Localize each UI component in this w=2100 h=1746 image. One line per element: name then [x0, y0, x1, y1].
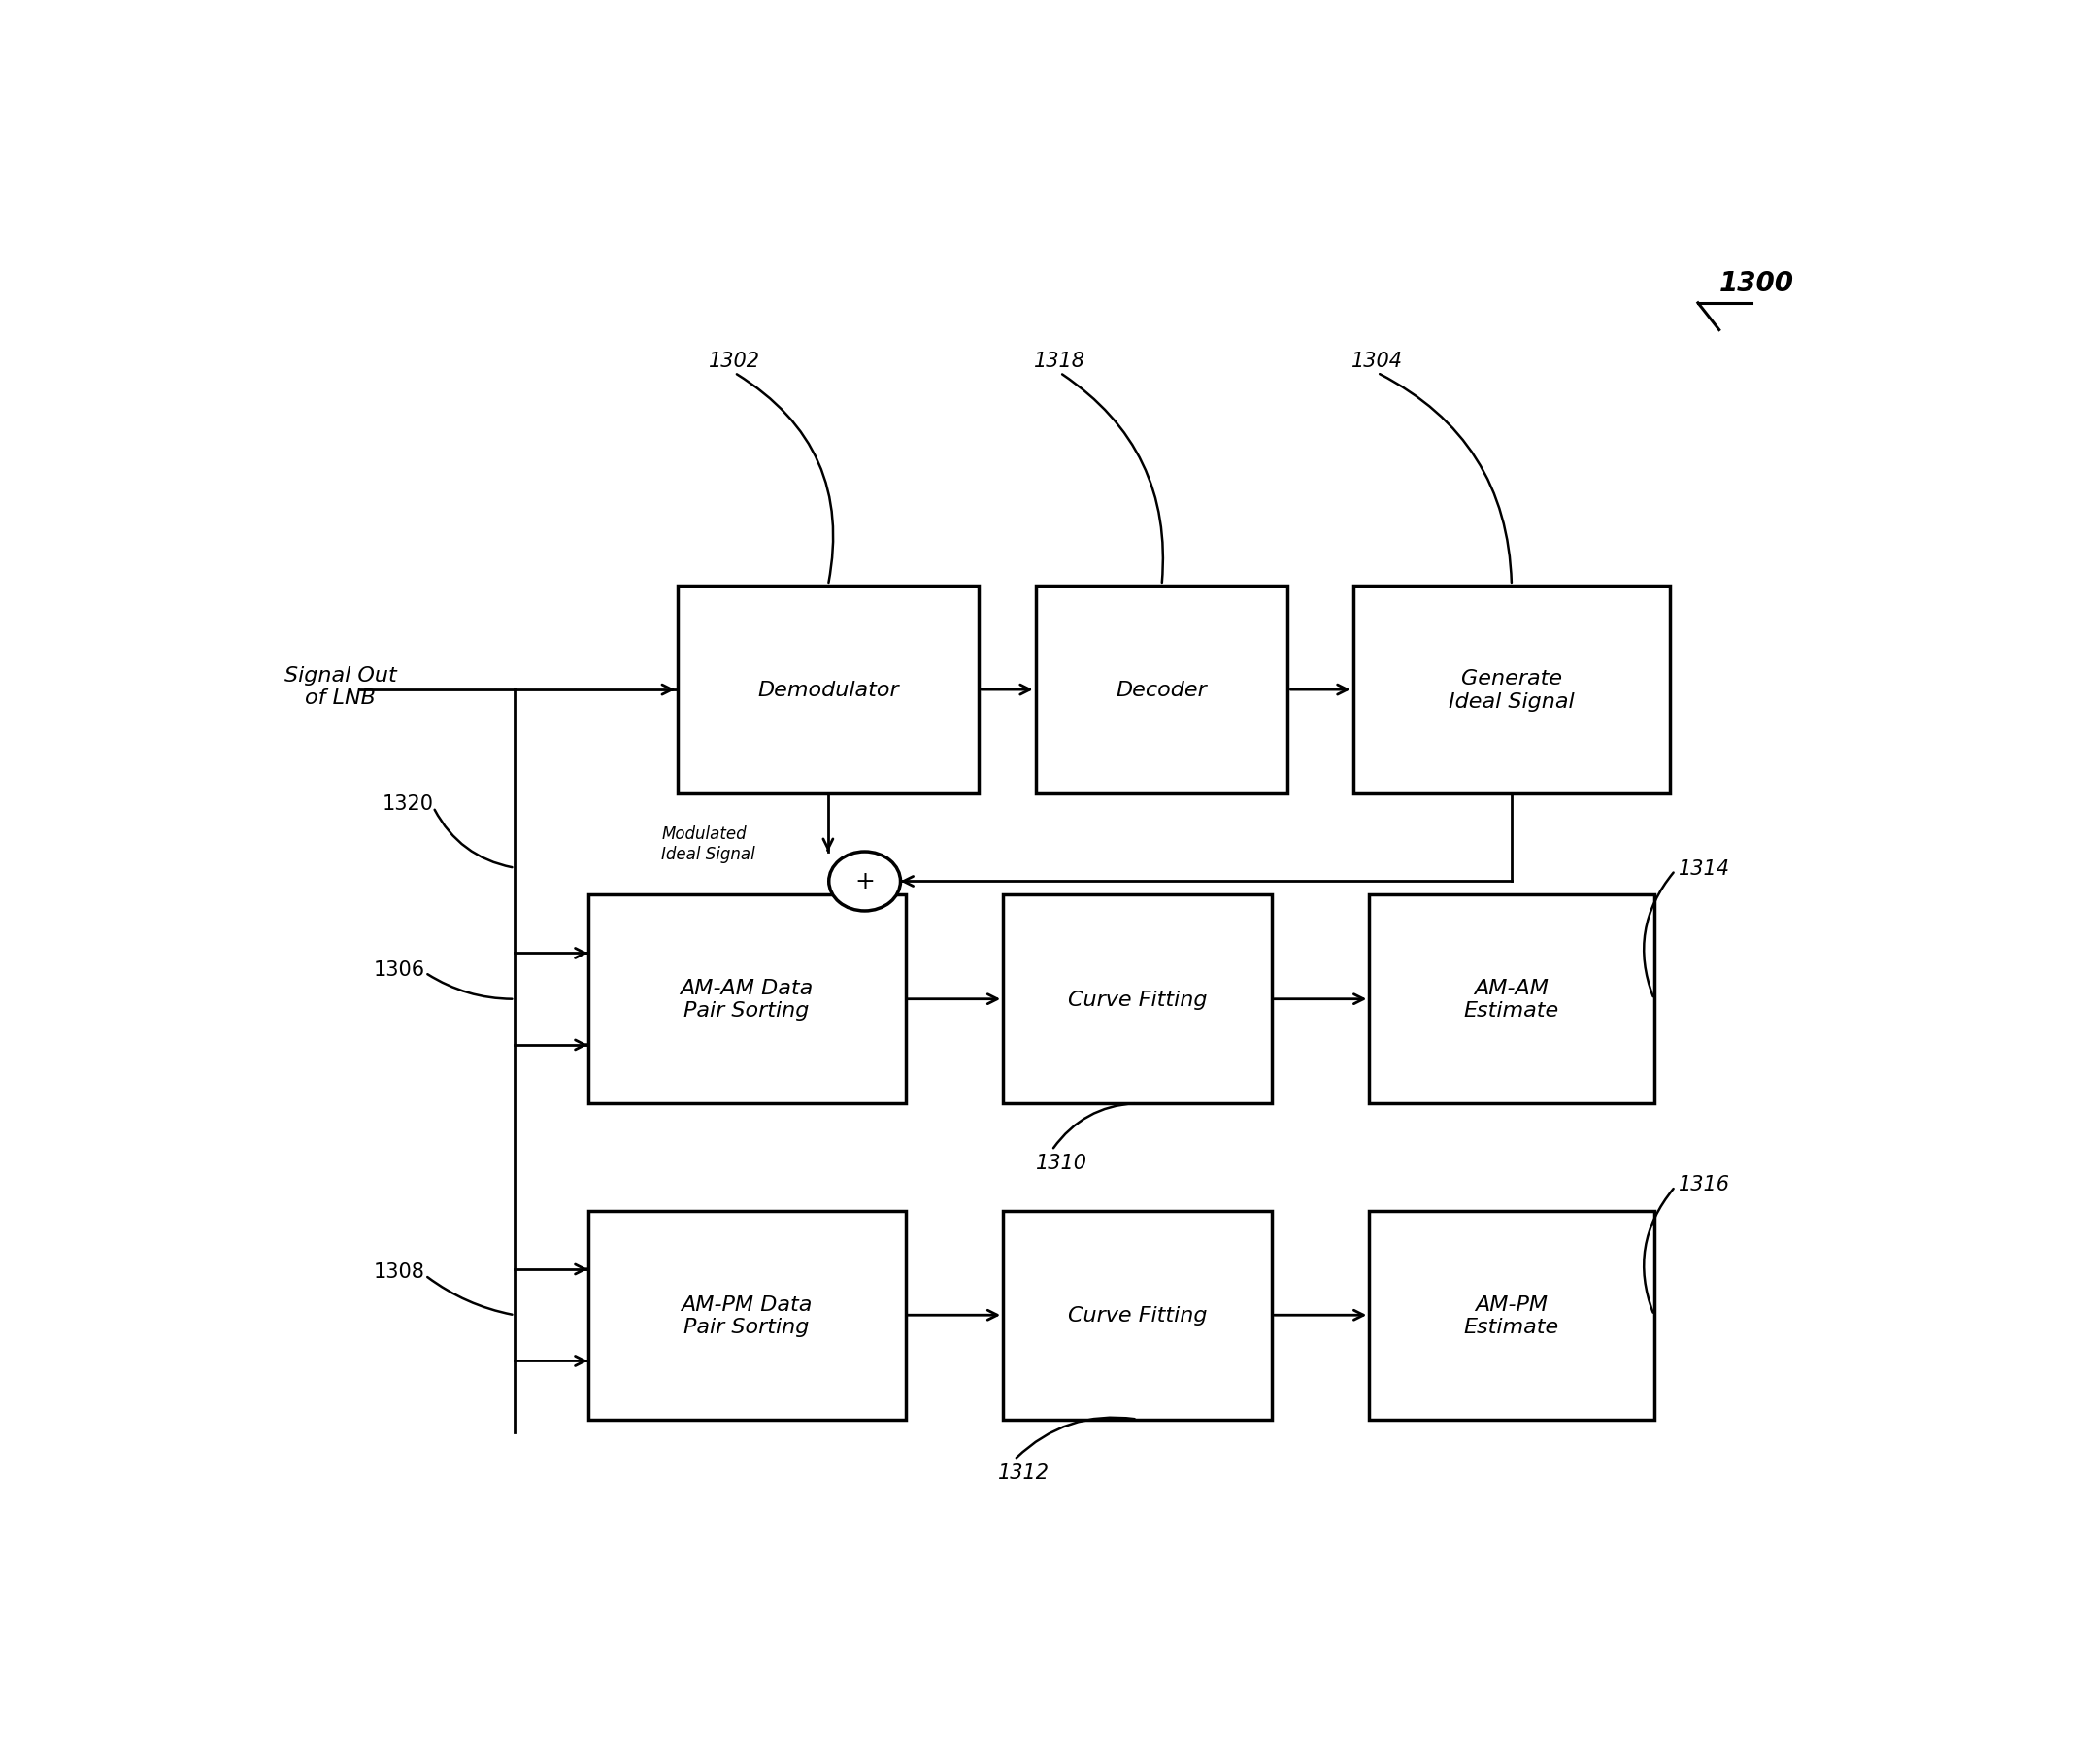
FancyArrowPatch shape — [737, 375, 834, 583]
FancyArrowPatch shape — [1016, 1418, 1134, 1458]
Text: 1300: 1300 — [1720, 271, 1793, 297]
FancyBboxPatch shape — [588, 896, 905, 1103]
Text: Curve Fitting: Curve Fitting — [1067, 990, 1208, 1009]
FancyArrowPatch shape — [435, 810, 512, 868]
Text: AM-AM Data
Pair Sorting: AM-AM Data Pair Sorting — [680, 978, 813, 1020]
Text: AM-AM
Estimate: AM-AM Estimate — [1464, 978, 1560, 1020]
FancyArrowPatch shape — [428, 974, 512, 999]
FancyBboxPatch shape — [678, 587, 979, 794]
FancyBboxPatch shape — [588, 1212, 905, 1419]
FancyArrowPatch shape — [1644, 1189, 1674, 1313]
Text: 1310: 1310 — [1035, 1154, 1088, 1173]
Text: AM-PM
Estimate: AM-PM Estimate — [1464, 1294, 1560, 1336]
Text: Generate
Ideal Signal: Generate Ideal Signal — [1449, 669, 1575, 711]
Text: Decoder: Decoder — [1117, 681, 1208, 700]
Text: 1314: 1314 — [1678, 859, 1730, 878]
FancyArrowPatch shape — [1054, 1103, 1134, 1149]
Circle shape — [830, 852, 901, 911]
FancyArrowPatch shape — [1380, 375, 1512, 583]
Text: 1306: 1306 — [374, 959, 424, 980]
FancyArrowPatch shape — [428, 1278, 512, 1315]
FancyBboxPatch shape — [1035, 587, 1287, 794]
FancyBboxPatch shape — [1369, 1212, 1655, 1419]
Text: 1318: 1318 — [1033, 351, 1086, 370]
FancyBboxPatch shape — [1369, 896, 1655, 1103]
Text: 1304: 1304 — [1352, 351, 1403, 370]
Text: Curve Fitting: Curve Fitting — [1067, 1306, 1208, 1325]
Text: +: + — [855, 870, 876, 894]
Text: 1302: 1302 — [708, 351, 760, 370]
Text: 1308: 1308 — [374, 1262, 424, 1282]
Text: 1320: 1320 — [382, 794, 433, 814]
Text: Modulated
Ideal Signal: Modulated Ideal Signal — [662, 826, 756, 863]
Text: AM-PM Data
Pair Sorting: AM-PM Data Pair Sorting — [680, 1294, 813, 1336]
Text: Signal Out
of LNB: Signal Out of LNB — [284, 665, 397, 707]
Text: 1312: 1312 — [998, 1463, 1050, 1482]
FancyBboxPatch shape — [1004, 896, 1270, 1103]
FancyArrowPatch shape — [1644, 873, 1674, 997]
FancyBboxPatch shape — [1352, 587, 1670, 794]
FancyArrowPatch shape — [1063, 375, 1163, 583]
FancyBboxPatch shape — [1004, 1212, 1270, 1419]
Text: Demodulator: Demodulator — [758, 681, 899, 700]
Text: 1316: 1316 — [1678, 1175, 1730, 1194]
